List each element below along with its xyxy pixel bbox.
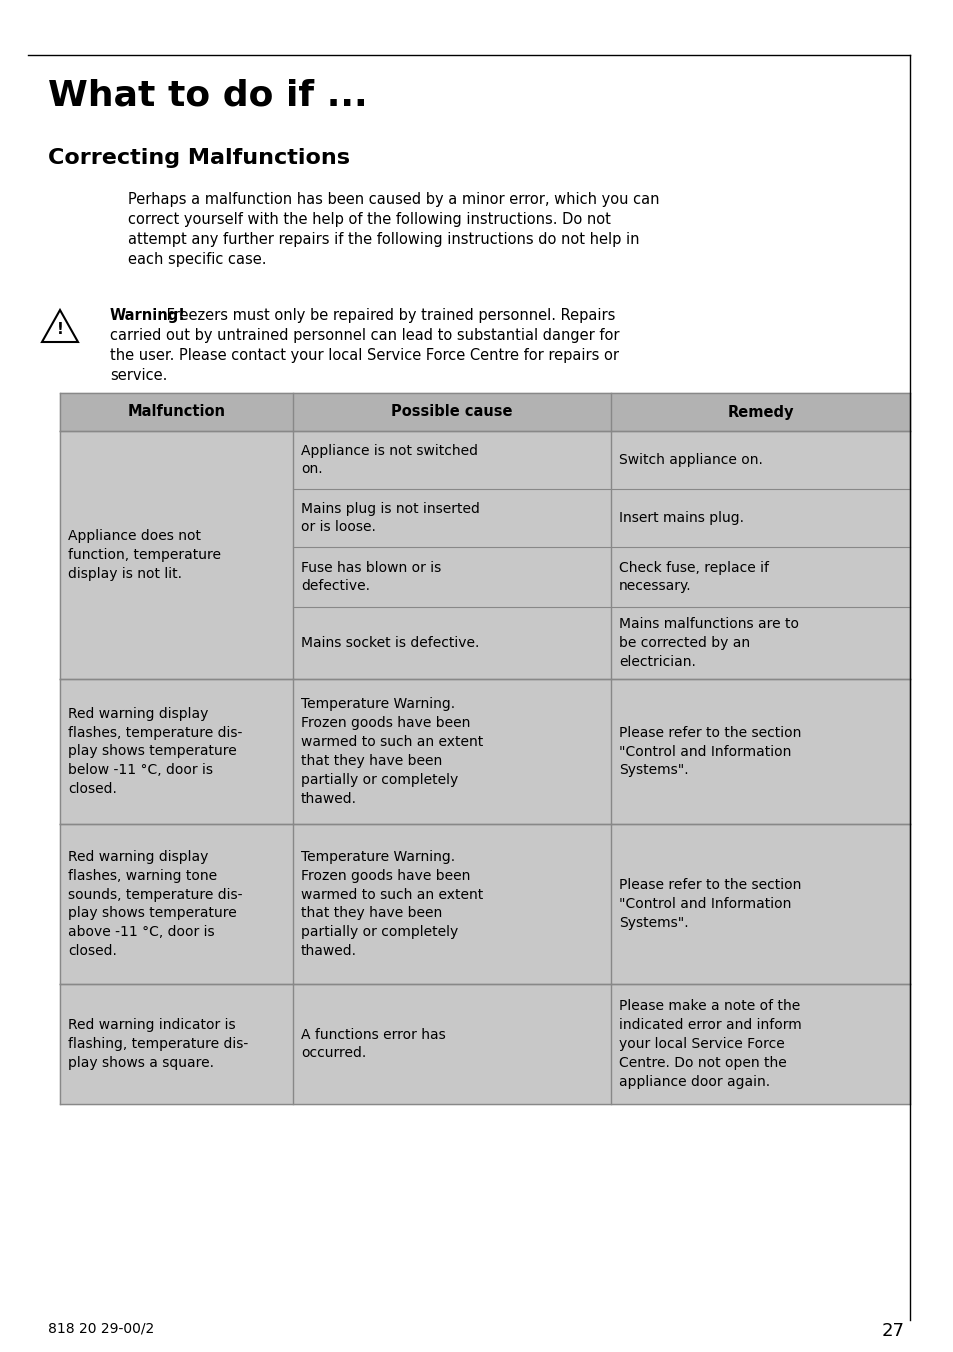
Text: Red warning display
flashes, temperature dis-
play shows temperature
below -11 °: Red warning display flashes, temperature…: [68, 707, 242, 796]
Text: Malfunction: Malfunction: [128, 404, 225, 419]
Text: A functions error has
occurred.: A functions error has occurred.: [301, 1028, 445, 1060]
Text: Switch appliance on.: Switch appliance on.: [618, 453, 762, 466]
Bar: [60, 984, 909, 1105]
Text: Perhaps a malfunction has been caused by a minor error, which you can: Perhaps a malfunction has been caused by…: [128, 192, 659, 207]
Text: What to do if ...: What to do if ...: [48, 78, 367, 112]
Text: Please refer to the section
"Control and Information
Systems".: Please refer to the section "Control and…: [618, 726, 801, 777]
Text: carried out by untrained personnel can lead to substantial danger for: carried out by untrained personnel can l…: [110, 329, 618, 343]
Text: Appliance is not switched
on.: Appliance is not switched on.: [301, 443, 477, 476]
Text: Mains socket is defective.: Mains socket is defective.: [301, 635, 478, 650]
Text: Check fuse, replace if
necessary.: Check fuse, replace if necessary.: [618, 561, 768, 594]
Text: Insert mains plug.: Insert mains plug.: [618, 511, 743, 525]
Text: !: !: [56, 322, 63, 338]
Bar: [60, 823, 909, 984]
Text: Freezers must only be repaired by trained personnel. Repairs: Freezers must only be repaired by traine…: [162, 308, 615, 323]
Text: correct yourself with the help of the following instructions. Do not: correct yourself with the help of the fo…: [128, 212, 610, 227]
Bar: [60, 393, 909, 431]
Text: Appliance does not
function, temperature
display is not lit.: Appliance does not function, temperature…: [68, 529, 221, 581]
Text: Correcting Malfunctions: Correcting Malfunctions: [48, 147, 350, 168]
Text: Remedy: Remedy: [726, 404, 793, 419]
Text: Red warning indicator is
flashing, temperature dis-
play shows a square.: Red warning indicator is flashing, tempe…: [68, 1018, 248, 1069]
Bar: [60, 431, 909, 679]
Text: Mains malfunctions are to
be corrected by an
electrician.: Mains malfunctions are to be corrected b…: [618, 617, 799, 669]
Text: Mains plug is not inserted
or is loose.: Mains plug is not inserted or is loose.: [301, 502, 479, 534]
Text: Warning!: Warning!: [110, 308, 186, 323]
Text: each specific case.: each specific case.: [128, 251, 266, 266]
Text: Temperature Warning.
Frozen goods have been
warmed to such an extent
that they h: Temperature Warning. Frozen goods have b…: [301, 698, 483, 806]
Text: Please refer to the section
"Control and Information
Systems".: Please refer to the section "Control and…: [618, 877, 801, 930]
Text: Fuse has blown or is
defective.: Fuse has blown or is defective.: [301, 561, 441, 594]
Text: Temperature Warning.
Frozen goods have been
warmed to such an extent
that they h: Temperature Warning. Frozen goods have b…: [301, 849, 483, 959]
Text: Red warning display
flashes, warning tone
sounds, temperature dis-
play shows te: Red warning display flashes, warning ton…: [68, 849, 242, 959]
Text: service.: service.: [110, 368, 167, 383]
Text: 818 20 29-00/2: 818 20 29-00/2: [48, 1322, 154, 1336]
Text: Possible cause: Possible cause: [391, 404, 512, 419]
Text: Please make a note of the
indicated error and inform
your local Service Force
Ce: Please make a note of the indicated erro…: [618, 999, 801, 1088]
Text: 27: 27: [882, 1322, 904, 1340]
Text: attempt any further repairs if the following instructions do not help in: attempt any further repairs if the follo…: [128, 233, 639, 247]
Text: the user. Please contact your local Service Force Centre for repairs or: the user. Please contact your local Serv…: [110, 347, 618, 362]
Bar: [60, 679, 909, 823]
